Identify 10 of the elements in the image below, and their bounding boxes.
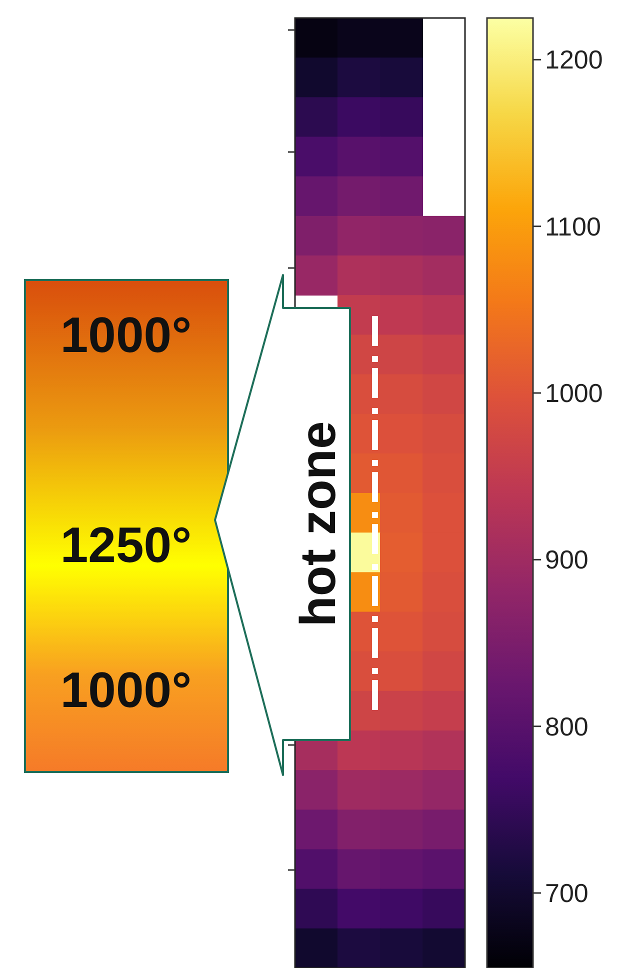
color-bar-label: 1000: [545, 378, 603, 408]
text: 1000°: [60, 662, 192, 718]
color-bar-label: 1100: [545, 211, 601, 242]
text: 1250°: [60, 517, 192, 573]
color-bar-label: 1200: [545, 44, 603, 75]
text: 1000°: [60, 307, 192, 363]
color-bar-label: 900: [545, 544, 588, 575]
color-bar-label: 700: [545, 878, 588, 908]
color-bar-label: 800: [545, 711, 588, 742]
annotation: hot zone: [290, 421, 346, 627]
